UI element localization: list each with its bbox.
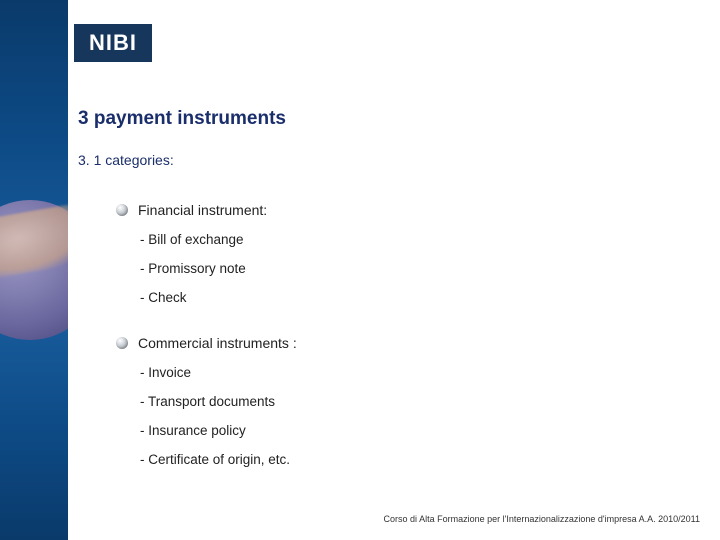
list-item: - Bill of exchange: [140, 232, 692, 247]
section-items: - Invoice - Transport documents - Insura…: [140, 365, 692, 467]
section-commercial: Commercial instruments : - Invoice - Tra…: [116, 335, 692, 467]
section-financial: Financial instrument: - Bill of exchange…: [116, 202, 692, 305]
content-area: 3 payment instruments 3. 1 categories: F…: [78, 108, 692, 497]
section-items: - Bill of exchange - Promissory note - C…: [140, 232, 692, 305]
slide-subtitle: 3. 1 categories:: [78, 152, 692, 168]
slide: NIBI 3 payment instruments 3. 1 categori…: [0, 0, 720, 540]
list-item: - Check: [140, 290, 692, 305]
logo-box: NIBI: [74, 24, 152, 62]
section-title: Financial instrument:: [138, 202, 267, 218]
section-title: Commercial instruments :: [138, 335, 297, 351]
list-item: - Invoice: [140, 365, 692, 380]
bullet-icon: [116, 337, 128, 349]
section-head: Financial instrument:: [116, 202, 692, 218]
logo-text: NIBI: [89, 30, 137, 56]
list-item: - Insurance policy: [140, 423, 692, 438]
footer-text: Corso di Alta Formazione per l'Internazi…: [384, 514, 700, 524]
list-item: - Transport documents: [140, 394, 692, 409]
side-decorative-band: [0, 0, 68, 540]
list-item: - Promissory note: [140, 261, 692, 276]
bullet-icon: [116, 204, 128, 216]
list-item: - Certificate of origin, etc.: [140, 452, 692, 467]
section-head: Commercial instruments :: [116, 335, 692, 351]
slide-title: 3 payment instruments: [78, 108, 692, 130]
